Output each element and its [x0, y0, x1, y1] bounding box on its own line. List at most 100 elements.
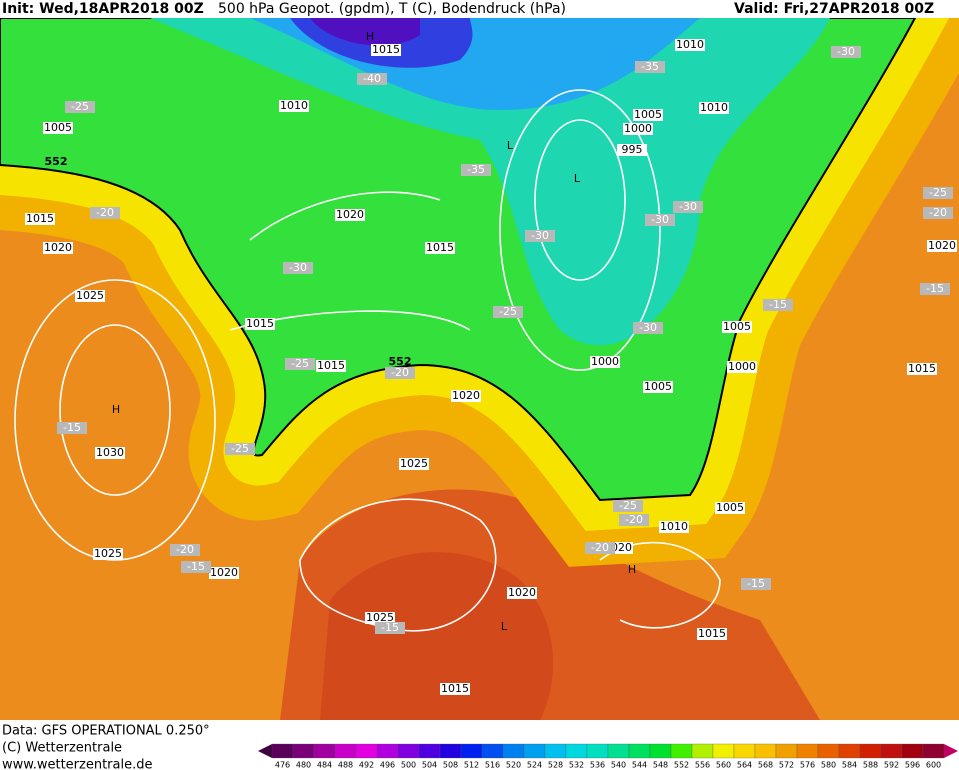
pressure-label-bg	[93, 548, 123, 560]
pressure-label: 1005	[634, 108, 662, 121]
pressure-label-bg	[279, 100, 309, 112]
scale-swatch	[796, 743, 819, 759]
scale-swatch	[523, 743, 546, 759]
temperature-label-bg	[65, 101, 95, 113]
scale-tick-label: 484	[317, 761, 332, 770]
low-marker: L	[574, 172, 581, 185]
scale-swatch	[481, 743, 504, 759]
scale-tick-label: 548	[653, 761, 668, 770]
cool-region	[150, 18, 830, 346]
temperature-label-bg	[385, 367, 415, 379]
temperature-label-bg	[225, 443, 255, 455]
color-scale: 476 480 484 488 492 496 500 504 508 512 516 520 524 5…	[258, 743, 958, 770]
scale-swatch	[313, 743, 336, 759]
pressure-label: 1015	[26, 212, 54, 225]
pressure-label: 1005	[44, 121, 72, 134]
temperature-label-bg	[285, 358, 315, 370]
temperature-label: -30	[289, 261, 307, 274]
scale-tick-label: 600	[926, 761, 941, 770]
pressure-label-bg	[209, 567, 239, 579]
temperature-label-bg	[585, 542, 615, 554]
scale-tick-label: 532	[569, 761, 584, 770]
high-marker: H	[628, 563, 636, 576]
scale-swatch	[754, 743, 777, 759]
pressure-label: 995	[622, 143, 643, 156]
pressure-label-bg	[43, 242, 73, 254]
temperature-label: -25	[291, 357, 309, 370]
pressure-label-bg	[75, 290, 105, 302]
pressure-label-bg	[365, 612, 395, 624]
temperature-label-bg	[283, 262, 313, 274]
pressure-label: 1015	[317, 359, 345, 372]
temperature-label-bg	[923, 207, 953, 219]
pressure-label-bg	[699, 102, 729, 114]
scale-tick-label: 520	[506, 761, 521, 770]
pressure-label-bg	[95, 447, 125, 459]
temperature-label-bg	[170, 544, 200, 556]
scale-tick-label: 588	[863, 761, 878, 770]
temperature-label: -15	[187, 560, 205, 573]
temperature-label: -30	[679, 200, 697, 213]
scale-tick-label: 560	[716, 761, 731, 770]
pressure-label-bg	[440, 683, 470, 695]
temperature-label-bg	[923, 187, 953, 199]
pressure-label: 1020	[210, 566, 238, 579]
temperature-label-bg	[90, 207, 120, 219]
temperature-label: -20	[391, 366, 409, 379]
scale-tick-label: 576	[800, 761, 815, 770]
temperature-label-bg	[619, 514, 649, 526]
pressure-label: 1005	[716, 501, 744, 514]
scale-tick-label: 504	[422, 761, 437, 770]
temperature-label: -30	[837, 45, 855, 58]
scale-swatch	[355, 743, 378, 759]
scale-swatch	[901, 743, 924, 759]
pressure-label: 1030	[96, 446, 124, 459]
temperature-label: -30	[639, 321, 657, 334]
temperature-label: -20	[176, 543, 194, 556]
temperature-label-bg	[375, 622, 405, 634]
pressure-label-bg	[643, 381, 673, 393]
pressure-label: 1015	[372, 43, 400, 56]
data-source: Data: GFS OPERATIONAL 0.250°	[2, 724, 210, 739]
scale-tick-label: 540	[611, 761, 626, 770]
temperature-label-bg	[181, 561, 211, 573]
temperature-label-bg	[831, 46, 861, 58]
temperature-label: -20	[625, 513, 643, 526]
temperature-label: -25	[619, 499, 637, 512]
scale-tick-label: 476	[275, 761, 290, 770]
scale-swatch	[544, 743, 567, 759]
scale-swatch	[649, 743, 672, 759]
pressure-label: 1010	[280, 99, 308, 112]
scale-swatch	[922, 743, 945, 759]
temperature-label: -15	[769, 298, 787, 311]
temperature-label-bg	[763, 299, 793, 311]
header-bar	[0, 0, 959, 18]
pressure-label-bg	[927, 240, 957, 252]
isobars	[14, 89, 721, 632]
scale-swatch	[775, 743, 798, 759]
temperature-label: -35	[467, 163, 485, 176]
scale-swatch	[271, 743, 294, 759]
temperature-label-bg	[357, 73, 387, 85]
pressure-label: 1015	[441, 682, 469, 695]
pressure-label: 1015	[426, 241, 454, 254]
temperature-label: -15	[926, 282, 944, 295]
map-area	[0, 0, 959, 720]
pressure-label-bg	[425, 242, 455, 254]
pressure-label: 1010	[676, 38, 704, 51]
temperature-label-bg	[613, 500, 643, 512]
scale-swatch	[502, 743, 525, 759]
website: www.wetterzentrale.de	[2, 758, 152, 770]
scale-tick-label: 596	[905, 761, 920, 770]
pressure-label: 1025	[94, 547, 122, 560]
pressure-label-bg	[907, 363, 937, 375]
pressure-label: 1000	[591, 355, 619, 368]
scale-tick-label: 496	[380, 761, 395, 770]
pressure-label-bg	[316, 360, 346, 372]
pressure-label: 1000	[624, 122, 652, 135]
scale-swatch	[670, 743, 693, 759]
scale-tick-label: 508	[443, 761, 458, 770]
geopotential-label: 552	[389, 355, 412, 368]
pressure-label: 1025	[76, 289, 104, 302]
